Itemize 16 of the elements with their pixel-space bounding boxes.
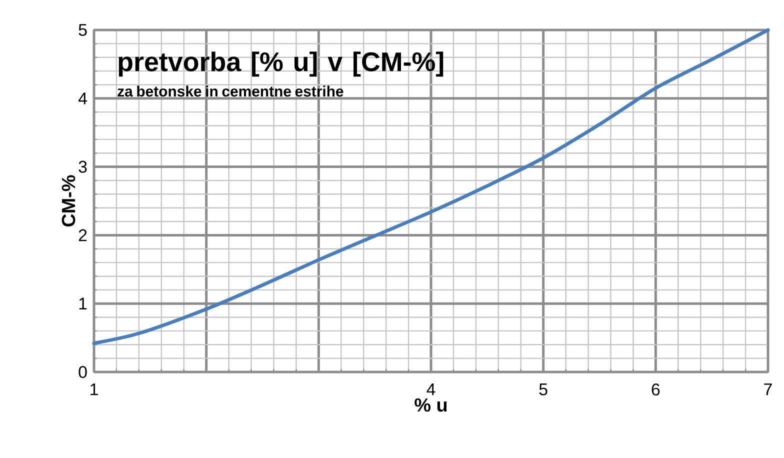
x-tick-label: 5 — [539, 384, 548, 396]
y-tick-label: 2 — [78, 229, 87, 242]
x-tick-label: 4 — [426, 384, 436, 396]
y-axis-title: CM-% — [62, 175, 76, 227]
y-tick-label: 4 — [78, 92, 87, 104]
y-tick-label: 0 — [78, 366, 87, 378]
text: pretvorba [% u] v [CM-%] — [118, 52, 444, 77]
line-series — [92, 28, 770, 346]
x-axis-title: % u — [414, 398, 447, 412]
y-tick-label: 1 — [79, 298, 87, 310]
x-tick-label: 1 — [90, 384, 98, 396]
text: za betonske in cementne estrihe — [118, 86, 344, 97]
x-tick-label: 6 — [652, 384, 660, 396]
x-tick-label: 7 — [764, 384, 772, 396]
y-tick-label: 3 — [78, 160, 87, 173]
y-tick-label: 5 — [78, 24, 87, 36]
